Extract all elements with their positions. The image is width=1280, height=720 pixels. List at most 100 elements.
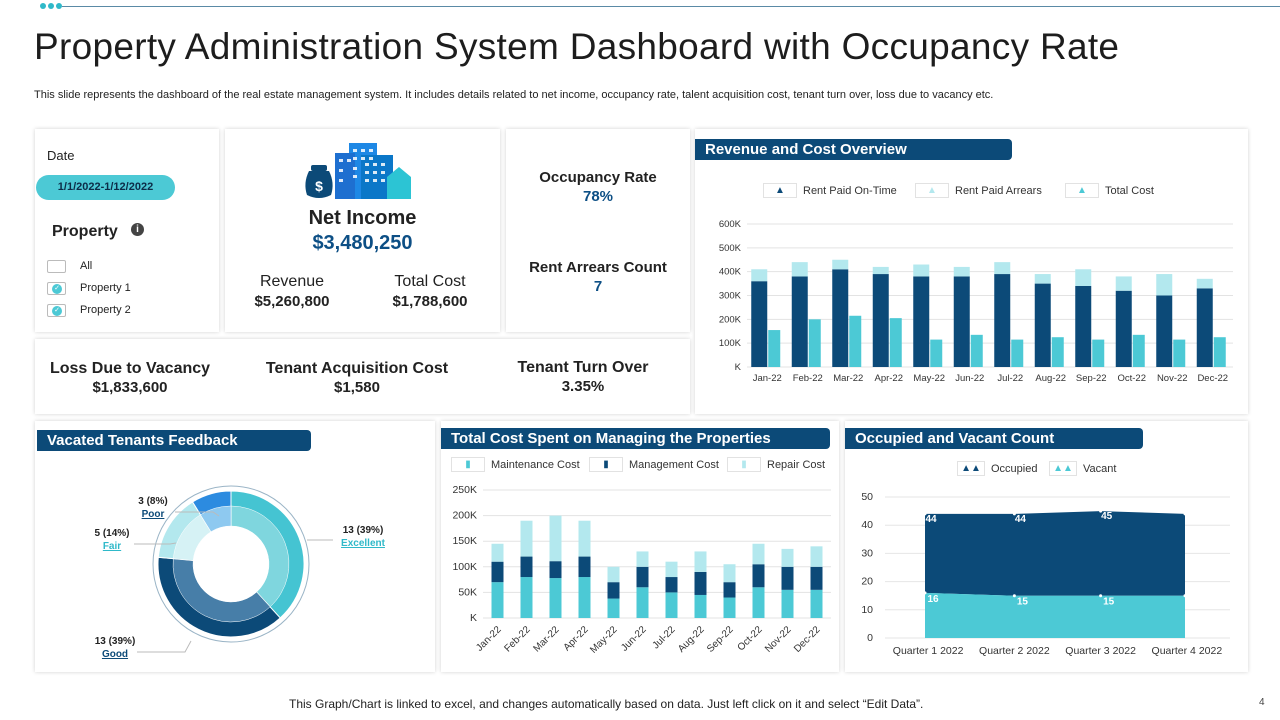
bar-rent-ontime — [1115, 290, 1132, 367]
legend-marker: ▲▲ — [957, 461, 985, 476]
legend-marker: ▮ — [451, 457, 485, 472]
point-vacant — [1012, 594, 1016, 598]
option-label: Property 1 — [80, 282, 131, 294]
y-tick-label: 300K — [719, 291, 742, 302]
bar-total-cost — [889, 318, 902, 367]
loss-vacancy-value: $1,833,600 — [92, 379, 168, 396]
checkbox-property-2[interactable]: ✓ — [47, 304, 66, 317]
bar-rent-arrears — [791, 262, 808, 277]
total-cost-card: Total Cost Spent on Managing the Propert… — [441, 421, 839, 672]
bar-rent-arrears — [953, 266, 970, 277]
bar-rent-ontime — [1196, 288, 1213, 367]
data-label-occupied: 44 — [1185, 514, 1197, 525]
point-occupied — [923, 512, 927, 516]
bar-maintenance — [810, 589, 823, 618]
slice-label-name: Excellent — [341, 538, 386, 549]
revenue-cost-card: Revenue and Cost Overview ▲ Rent Paid On-… — [695, 129, 1248, 414]
legend-occupied: ▲▲ Occupied — [957, 461, 1037, 476]
bar-management — [578, 556, 591, 578]
bar-total-cost — [768, 330, 781, 367]
total-cost-title: Total Cost Spent on Managing the Propert… — [441, 428, 830, 449]
bar-repair — [723, 564, 736, 583]
top-rule — [62, 6, 1280, 7]
x-tick-label: Feb-22 — [502, 624, 532, 654]
bar-repair — [752, 543, 765, 565]
kpi-card: Loss Due to Vacancy $1,833,600 Tenant Ac… — [35, 339, 690, 414]
bar-total-cost — [1213, 337, 1226, 367]
legend-vacant: ▲▲ Vacant — [1049, 461, 1116, 476]
bar-rent-ontime — [994, 274, 1011, 367]
tenant-acquisition-label: Tenant Acquisition Cost — [265, 360, 449, 377]
slice-label-name: Good — [102, 649, 128, 660]
bar-rent-ontime — [791, 276, 808, 367]
legend-marker: ▲ — [1065, 183, 1099, 198]
data-label-vacant: 15 — [1187, 597, 1199, 608]
bar-total-cost — [1173, 339, 1186, 367]
option-all[interactable]: All — [35, 257, 219, 275]
x-tick-label: May-22 — [588, 624, 620, 656]
data-label-occupied: 45 — [1101, 511, 1113, 522]
check-icon: ✓ — [52, 284, 62, 294]
y-tick-label: 50K — [458, 586, 477, 598]
checkbox-property-1[interactable]: ✓ — [47, 282, 66, 295]
bar-rent-ontime — [1075, 285, 1092, 367]
x-tick-label: Jun-22 — [619, 624, 649, 654]
bar-management — [810, 566, 823, 590]
slice-label-value: 13 (39%) — [95, 636, 136, 647]
legend-marker: ▲▲ — [1049, 461, 1077, 476]
x-tick-label: Dec-22 — [792, 624, 823, 655]
bar-rent-arrears — [1156, 274, 1173, 296]
bar-rent-arrears — [832, 259, 849, 270]
slice-label-name: Poor — [142, 509, 165, 520]
y-tick-label: 400K — [719, 267, 742, 278]
bar-management — [694, 571, 707, 595]
slice-label-value: 13 (39%) — [343, 525, 384, 536]
legend-label: Management Cost — [629, 458, 719, 471]
x-tick-label: Quarter 2 2022 — [979, 645, 1050, 657]
legend-label: Rent Paid On-Time — [803, 184, 897, 197]
slice-label-value: 3 (8%) — [138, 496, 167, 507]
legend-marker: ▲ — [915, 183, 949, 198]
y-tick-label: 10 — [861, 604, 873, 616]
option-property-1[interactable]: ✓ Property 1 — [35, 279, 219, 297]
page-subtitle: This slide represents the dashboard of t… — [34, 89, 994, 101]
bar-rent-arrears — [913, 264, 930, 277]
checkbox-all[interactable] — [47, 260, 66, 273]
property-label: Property — [52, 223, 118, 240]
bar-management — [520, 556, 533, 578]
bar-maintenance — [781, 589, 794, 618]
bar-total-cost — [1011, 339, 1024, 367]
y-tick-label: 500K — [719, 243, 742, 254]
bar-repair — [607, 566, 620, 583]
bar-management — [665, 577, 678, 593]
total-cost-value: $1,788,600 — [392, 293, 468, 310]
slice-label-value: 5 (14%) — [94, 528, 129, 539]
x-tick-label: Nov-22 — [1157, 373, 1188, 384]
bar-repair — [810, 546, 823, 567]
revenue-label: Revenue — [259, 273, 325, 290]
occupied-vacant-chart: 0 10 20 30 40 50 44 16 Quarter 1 2022 44 15 Quarter… — [861, 491, 1230, 657]
bar-management — [781, 566, 794, 590]
x-tick-label: Quarter 1 2022 — [893, 645, 964, 657]
legend-marker: ▮ — [727, 457, 761, 472]
rent-arrears-value: 7 — [593, 278, 603, 295]
bar-maintenance — [694, 594, 707, 618]
bar-rent-ontime — [953, 276, 970, 367]
option-property-2[interactable]: ✓ Property 2 — [35, 301, 219, 319]
bar-rent-ontime — [872, 274, 889, 367]
bar-total-cost — [1132, 334, 1145, 367]
occupancy-card: Occupancy Rate 78% Rent Arrears Count 7 — [506, 129, 690, 332]
x-tick-label: Quarter 4 2022 — [1152, 645, 1223, 657]
data-label-vacant: 16 — [927, 594, 939, 605]
bar-management — [607, 582, 620, 599]
legend-repair: ▮ Repair Cost — [727, 457, 825, 472]
leader-line — [175, 511, 220, 517]
date-range-pill[interactable]: 1/1/2022-1/12/2022 — [36, 175, 175, 200]
info-icon[interactable]: i — [131, 223, 144, 236]
revenue-cost-title: Revenue and Cost Overview — [695, 139, 1012, 160]
bar-rent-ontime — [832, 269, 849, 367]
data-label-occupied: 44 — [925, 514, 937, 525]
bar-rent-arrears — [1115, 276, 1132, 291]
property-options: All ✓ Property 1 ✓ Property 2 — [35, 257, 219, 327]
